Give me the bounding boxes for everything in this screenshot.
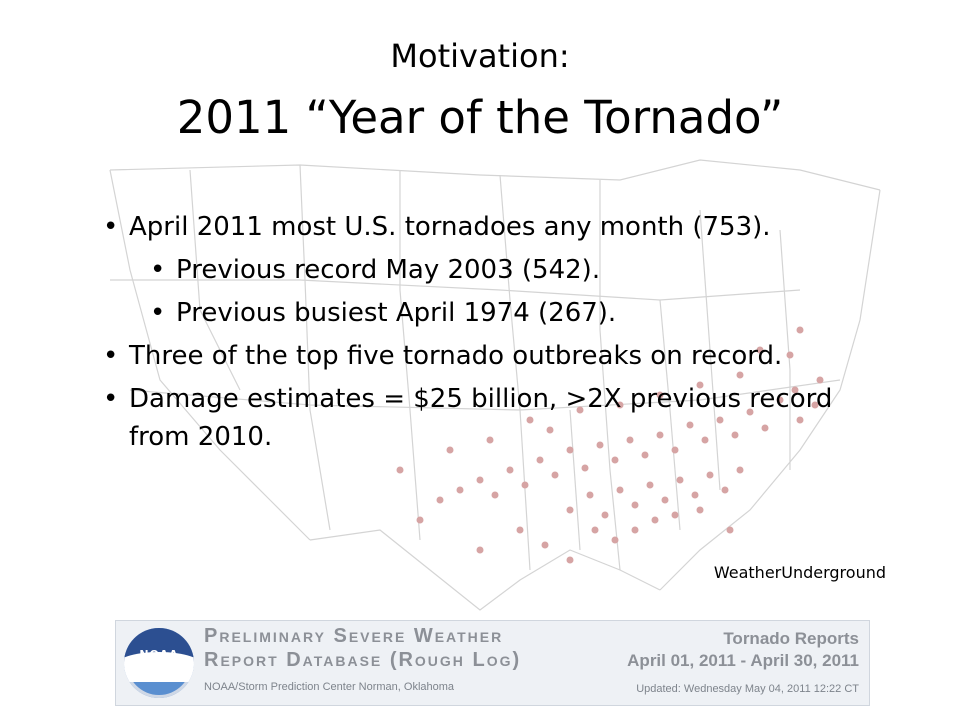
banner-title-line1: Preliminary Severe Weather xyxy=(204,625,504,647)
noaa-logo-icon: NOAA xyxy=(124,628,194,698)
bullet-text: Previous busiest April 1974 (267). xyxy=(176,298,617,328)
bullet-list: • April 2011 most U.S. tornadoes any mon… xyxy=(100,208,880,456)
bullet-dot-icon: • xyxy=(150,255,166,285)
sub-bullet-item: • Previous record May 2003 (542). xyxy=(100,251,880,289)
bullet-item: • April 2011 most U.S. tornadoes any mon… xyxy=(100,208,880,246)
banner-title-line2: Report Database (Rough Log) xyxy=(204,649,522,671)
banner-updated: Updated: Wednesday May 04, 2011 12:22 CT xyxy=(636,683,859,695)
bullet-text: April 2011 most U.S. tornadoes any month… xyxy=(129,212,771,242)
map-state-lines xyxy=(109,159,881,611)
bullet-text: Previous record May 2003 (542). xyxy=(176,255,601,285)
bullet-text: Damage estimates = $25 billion, >2X prev… xyxy=(129,384,833,452)
bullet-dot-icon: • xyxy=(103,384,119,414)
bullet-item: • Three of the top five tornado outbreak… xyxy=(100,337,880,375)
noaa-logo-text: NOAA xyxy=(139,648,179,661)
bullet-dot-icon: • xyxy=(103,212,119,242)
sub-bullet-item: • Previous busiest April 1974 (267). xyxy=(100,294,880,332)
slide-title-line2: 2011 “Year of the Tornado” xyxy=(176,91,784,144)
bullet-text: Three of the top five tornado outbreaks … xyxy=(129,341,783,371)
bullet-dot-icon: • xyxy=(150,298,166,328)
slide-title-line1: Motivation: xyxy=(390,37,570,75)
banner-subtitle: NOAA/Storm Prediction Center Norman, Okl… xyxy=(204,681,455,693)
banner-report-type: Tornado Reports xyxy=(723,629,859,648)
bullet-item: • Damage estimates = $25 billion, >2X pr… xyxy=(100,380,880,456)
bullet-dot-icon: • xyxy=(103,341,119,371)
source-credit: WeatherUnderground xyxy=(713,563,886,582)
noaa-report-banner: NOAA Preliminary Severe Weather Report D… xyxy=(115,620,870,706)
banner-date-range: April 01, 2011 - April 30, 2011 xyxy=(627,651,859,670)
tornado-report-dots xyxy=(396,326,824,564)
tornado-report-map xyxy=(109,159,881,611)
